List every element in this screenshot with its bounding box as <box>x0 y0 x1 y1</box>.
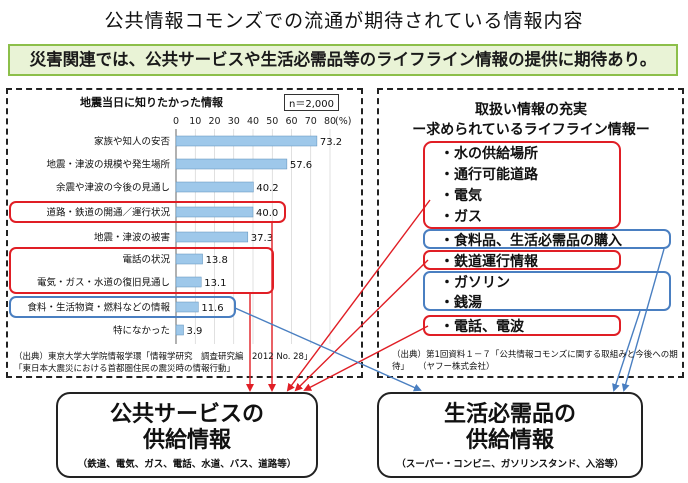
category-label: 余震や津波の今後の見通し <box>56 182 170 194</box>
arrow-rail-to-public <box>294 259 429 392</box>
lifeline-source-line1: （出典）第1回資料１－７「公共情報コモンズに関する取組みと今後への期待」 <box>392 350 678 372</box>
highlight-box-road-rail <box>9 201 286 223</box>
value-label: 40.0 <box>256 208 278 219</box>
value-label: 40.2 <box>256 183 278 194</box>
category-label: 家族や知人の安否 <box>94 136 171 148</box>
fuel-group-box <box>423 271 671 311</box>
lifeline-item-water: ・水の供給場所 <box>440 146 538 162</box>
value-label: 37.3 <box>251 233 273 244</box>
category-label: 電気・ガス・水道の復旧見通し <box>37 277 170 289</box>
value-label: 73.2 <box>320 137 342 148</box>
lifeline-item-food: ・食料品、生活必需品の購入 <box>440 233 622 249</box>
lifeline-item-phone: ・電話、電波 <box>440 319 524 335</box>
lifeline-subtitle: ー求められているライフライン情報ー <box>412 122 650 138</box>
public-services-sub: （鉄道、電気、ガス、電話、水道、バス、道路等） <box>77 459 297 470</box>
bar <box>175 253 203 265</box>
value-label: 13.1 <box>204 278 226 289</box>
bar <box>175 231 249 243</box>
daily-necessities-title1: 生活必需品の <box>443 402 576 427</box>
x-tick-label: 0 <box>173 116 179 127</box>
sample-size-label: n＝2,000 <box>284 94 339 111</box>
daily-necessities-title2: 供給情報 <box>465 428 554 453</box>
lifeline-item-electricity: ・電気 <box>440 188 482 204</box>
highlight-box-food <box>9 296 236 318</box>
public-services-title2: 供給情報 <box>142 428 231 453</box>
category-label: 道路・鉄道の開通／運行状況 <box>46 207 170 219</box>
lifeline-item-gas: ・ガス <box>440 209 482 225</box>
x-tick-label: 60 <box>285 116 297 127</box>
public-services-title1: 公共サービスの <box>109 402 264 427</box>
category-label: 電話の状況 <box>122 254 170 266</box>
arrow-fuel-to-daily <box>612 310 641 392</box>
category-label: 食料・生活物資・燃料などの情報 <box>27 302 170 314</box>
category-label: 特になかった <box>113 325 170 337</box>
arrow-utilities-to-public <box>286 199 431 392</box>
value-label: 3.9 <box>187 326 203 337</box>
x-tick-label: 20 <box>208 116 220 127</box>
chart-source-line1: （出典）東京大学大学院情報学環「情報学研究 調査研究編 2012 No. 28」 <box>14 352 313 362</box>
summary-banner: 災害関連では、公共サービスや生活必需品等のライフライン情報の提供に期待あり。 <box>8 44 678 76</box>
value-label: 13.8 <box>206 255 228 266</box>
x-tick-label: 10 <box>189 116 201 127</box>
bar <box>175 301 199 313</box>
arrow-phone2-to-public <box>303 325 429 391</box>
utilities-group-box <box>423 141 621 229</box>
phone-item-box <box>423 315 621 336</box>
survey-panel <box>6 88 363 378</box>
x-tick-label: 50 <box>266 116 278 127</box>
bar <box>175 324 184 336</box>
bar <box>175 158 288 170</box>
lifeline-item-rail: ・鉄道運行情報 <box>440 254 538 270</box>
x-tick-label: 70 <box>305 116 317 127</box>
public-services-box: 公共サービスの 供給情報 （鉄道、電気、ガス、電話、水道、バス、道路等） <box>56 392 318 478</box>
lifeline-item-roads: ・通行可能道路 <box>440 167 538 183</box>
lifeline-source-line2: （ヤフー株式会社） <box>418 362 495 372</box>
lifeline-item-bathhouse: ・銭湯 <box>440 295 482 311</box>
rail-item-box <box>423 250 621 270</box>
value-label: 57.6 <box>290 160 312 171</box>
bar <box>175 181 254 193</box>
arrow-food-to-daily <box>234 307 422 392</box>
chart-source-line2: 「東日本大震災における首都圏住民の震災時の情報行動」 <box>14 364 236 374</box>
x-tick-label: 80 <box>324 116 336 127</box>
lifeline-item-gasoline: ・ガソリン <box>440 275 510 291</box>
x-tick-label: 40 <box>247 116 259 127</box>
category-label: 地震・津波の規模や発生場所 <box>46 159 170 171</box>
daily-necessities-box: 生活必需品の 供給情報 （スーパー・コンビニ、ガソリンスタンド、入浴等） <box>377 392 643 478</box>
lifeline-panel <box>377 88 684 378</box>
bar <box>175 135 318 147</box>
lifeline-title: 取扱い情報の充実 <box>475 102 587 118</box>
x-tick-label: 30 <box>228 116 240 127</box>
highlight-box-phone-utility <box>9 247 274 294</box>
daily-necessities-sub: （スーパー・コンビニ、ガソリンスタンド、入浴等） <box>396 459 624 470</box>
bar <box>175 206 254 218</box>
chart-title: 地震当日に知りたかった情報 <box>80 96 223 109</box>
page-title: 公共情報コモンズでの流通が期待されている情報内容 <box>104 10 584 32</box>
value-label: 11.6 <box>201 303 223 314</box>
category-label: 地震・津波の被害 <box>94 232 170 244</box>
bar <box>175 276 202 288</box>
x-unit-label: (%) <box>335 116 351 127</box>
food-item-box <box>423 229 671 249</box>
